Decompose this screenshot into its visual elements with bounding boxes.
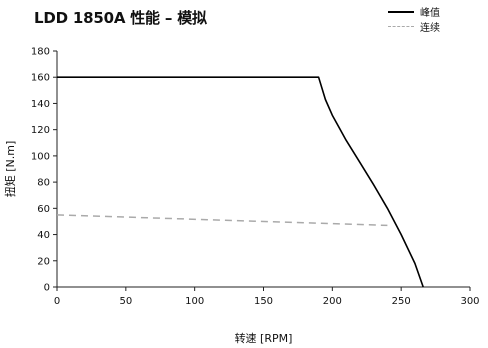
y-tick-label: 120 <box>31 125 50 136</box>
legend-item-continuous: 连续 <box>388 19 440 34</box>
y-tick-label: 180 <box>31 47 50 58</box>
x-tick-label: 100 <box>185 296 204 307</box>
y-axis-title: 扭矩 [N.m] <box>3 141 17 198</box>
legend-swatch-continuous <box>388 26 414 27</box>
legend-label-peak: 峰值 <box>420 8 440 19</box>
x-tick-label: 200 <box>323 296 342 307</box>
y-tick-label: 0 <box>44 283 50 294</box>
legend-swatch-peak <box>388 10 414 13</box>
legend-label-continuous: 连续 <box>420 23 440 34</box>
x-axis-title: 转速 [RPM] <box>235 331 293 345</box>
y-tick-label: 20 <box>37 256 50 267</box>
x-tick-label: 150 <box>254 296 273 307</box>
chart-title: LDD 1850A 性能 – 模拟 <box>34 9 207 27</box>
chart-legend: 峰值 连续 <box>388 4 440 34</box>
y-tick-label: 140 <box>31 99 50 110</box>
y-tick-label: 160 <box>31 73 50 84</box>
x-tick-label: 50 <box>119 296 132 307</box>
legend-item-peak: 峰值 <box>388 4 440 19</box>
x-tick-label: 300 <box>460 296 479 307</box>
y-tick-label: 100 <box>31 151 50 162</box>
y-tick-label: 80 <box>37 178 50 189</box>
series-line-continuous <box>56 214 388 227</box>
x-tick-label: 250 <box>392 296 411 307</box>
y-tick-label: 60 <box>37 204 50 215</box>
y-tick-label: 40 <box>37 230 50 241</box>
series-line-peak <box>57 76 424 288</box>
x-tick-label: 0 <box>54 296 60 307</box>
